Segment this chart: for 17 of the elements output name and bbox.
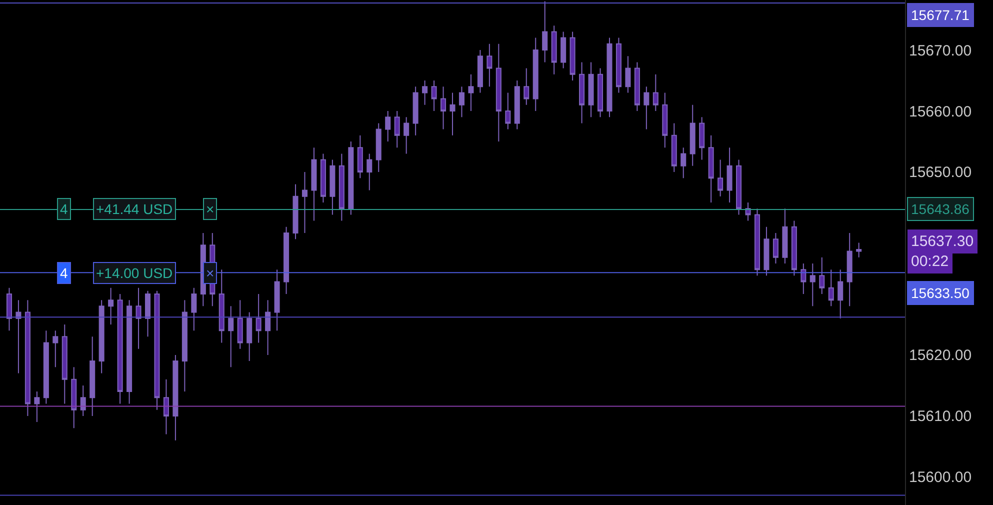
- annotation: +14.00 USD: [96, 265, 173, 281]
- annotation: ×: [206, 265, 214, 281]
- y-tick-label: 15650.00: [909, 164, 972, 182]
- ref-line-label: 15633.50: [911, 285, 970, 301]
- y-tick-label: 15660.00: [909, 103, 972, 120]
- annotation: 4: [60, 201, 68, 217]
- annotation: ×: [206, 201, 214, 217]
- ref-line-label: 15677.71: [911, 7, 970, 23]
- text: 00:22: [911, 253, 949, 270]
- y-tick-label: 15620.00: [909, 347, 972, 364]
- y-tick-label: 15600.00: [909, 469, 972, 486]
- y-tick-label: 15610.00: [909, 408, 972, 426]
- annotation: +41.44 USD: [96, 201, 173, 217]
- y-tick-label: 15670.00: [909, 42, 972, 60]
- ref-line-label: 15643.86: [911, 201, 970, 217]
- text: 15637.30: [911, 233, 974, 250]
- annotation: 4: [60, 265, 68, 281]
